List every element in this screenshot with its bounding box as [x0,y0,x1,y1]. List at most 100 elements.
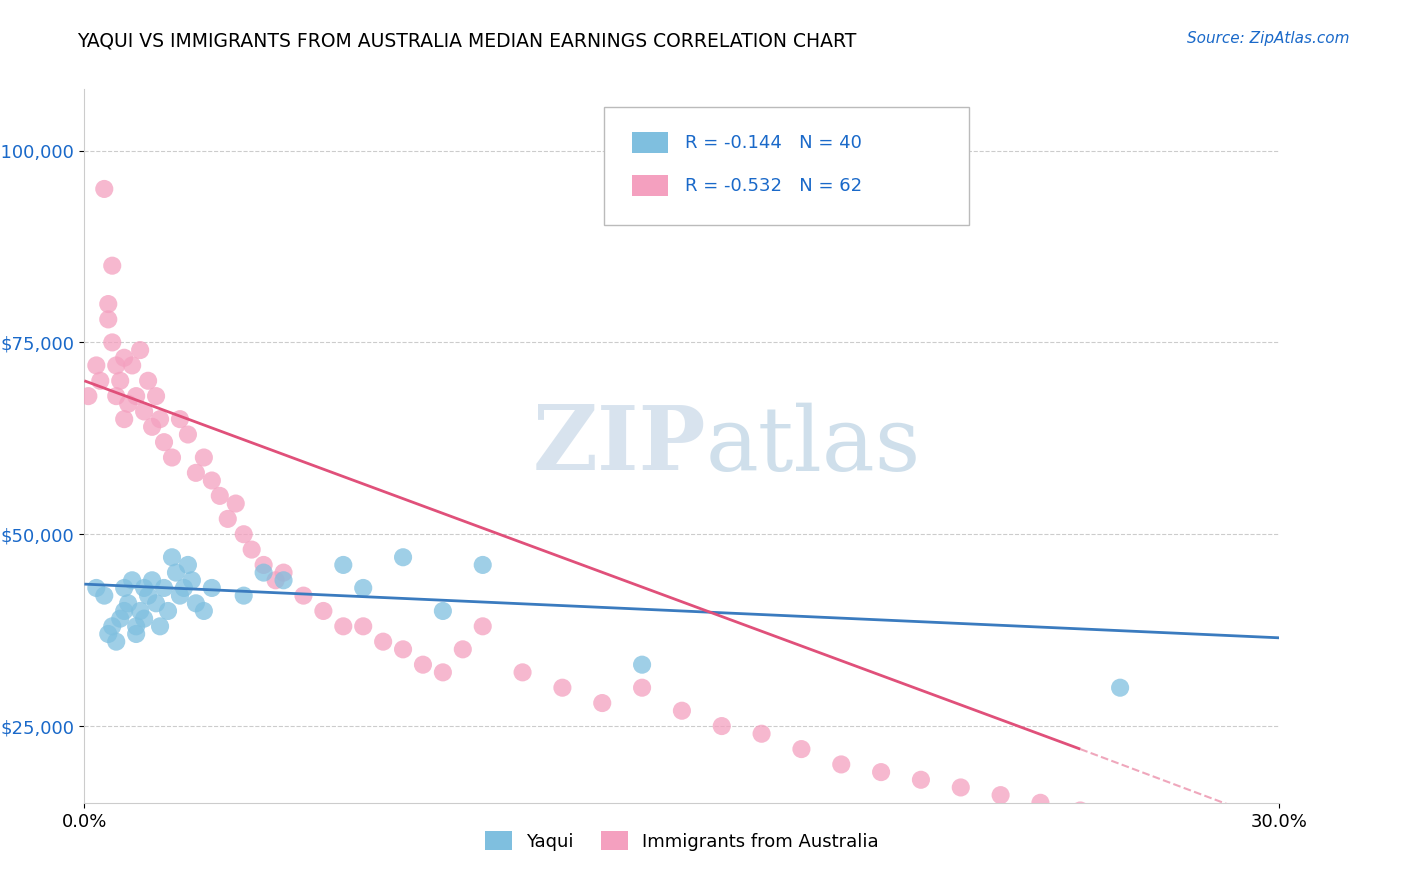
Point [149,619,172,633]
Point [101,619,124,633]
Point [193,604,215,618]
Text: YAQUI VS IMMIGRANTS FROM AUSTRALIA MEDIAN EARNINGS CORRELATION CHART: YAQUI VS IMMIGRANTS FROM AUSTRALIA MEDIA… [77,31,856,50]
Point [591,696,613,710]
Point [225,497,247,511]
Point [97,297,120,311]
Point [132,612,156,626]
FancyBboxPatch shape [631,132,668,153]
Point [1109,681,1132,695]
Point [136,374,159,388]
Point [181,574,204,588]
Point [631,681,654,695]
Point [264,574,287,588]
Text: R = -0.144   N = 40: R = -0.144 N = 40 [686,134,862,152]
Point [432,665,454,680]
Point [86,359,108,373]
Point [201,474,224,488]
Point [240,542,263,557]
Point [125,619,148,633]
FancyBboxPatch shape [605,107,969,225]
Point [117,397,139,411]
Point [112,351,135,365]
Point [165,566,187,580]
Point [471,619,494,633]
Point [471,558,494,572]
Point [232,589,254,603]
Point [671,704,693,718]
Point [121,359,143,373]
Point [870,765,893,780]
Point [217,512,239,526]
Point [184,466,207,480]
Point [373,634,395,648]
Point [125,627,148,641]
Point [332,558,354,572]
Point [110,612,132,626]
Point [551,681,574,695]
Point [145,389,167,403]
Point [790,742,813,756]
Point [121,574,143,588]
Point [117,596,139,610]
Point [273,566,295,580]
Point [149,412,172,426]
Point [153,581,176,595]
Point [193,450,215,465]
Point [77,389,100,403]
Point [86,581,108,595]
Point [208,489,231,503]
Point [105,634,128,648]
Point [830,757,852,772]
Point [112,604,135,618]
Text: atlas: atlas [706,402,921,490]
Point [512,665,534,680]
Point [97,312,120,326]
Point [432,604,454,618]
Point [173,581,195,595]
Point [1029,796,1052,810]
Point [112,581,135,595]
Point [157,604,180,618]
Point [145,596,167,610]
Point [312,604,335,618]
Point [201,581,224,595]
Point [332,619,354,633]
Point [751,727,773,741]
Point [292,589,315,603]
Point [141,574,163,588]
Point [132,404,156,418]
Point [112,412,135,426]
Point [352,619,374,633]
Point [110,374,132,388]
Point [93,589,115,603]
Point [710,719,733,733]
Point [141,419,163,434]
Text: Source: ZipAtlas.com: Source: ZipAtlas.com [1187,31,1350,46]
Point [101,259,124,273]
Point [105,389,128,403]
Point [129,343,152,357]
Point [105,359,128,373]
Point [392,550,415,565]
Point [101,335,124,350]
Legend: Yaqui, Immigrants from Australia: Yaqui, Immigrants from Australia [478,824,886,858]
Point [392,642,415,657]
Text: ZIP: ZIP [533,402,706,490]
Point [177,427,200,442]
Point [125,389,148,403]
Point [412,657,434,672]
Point [631,657,654,672]
Text: R = -0.532   N = 62: R = -0.532 N = 62 [686,177,863,194]
Point [129,604,152,618]
Point [990,788,1012,802]
Point [451,642,474,657]
Point [949,780,972,795]
Point [352,581,374,595]
Point [169,589,191,603]
Point [253,566,276,580]
Point [169,412,191,426]
Point [184,596,207,610]
Point [910,772,932,787]
Point [132,581,156,595]
Point [93,182,115,196]
